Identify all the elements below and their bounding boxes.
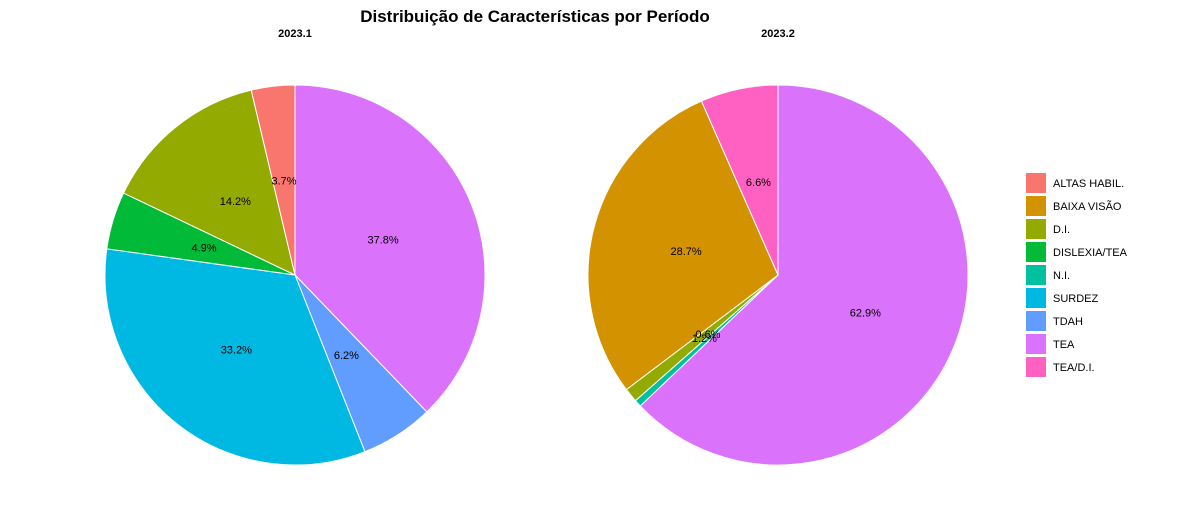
legend-swatch xyxy=(1026,173,1046,193)
slice-label: 14.2% xyxy=(220,196,251,208)
legend-label: BAIXA VISÃO xyxy=(1053,200,1122,213)
slice-label: 1.2% xyxy=(692,333,717,345)
slice-label: 3.7% xyxy=(271,176,296,188)
pie-slice xyxy=(250,84,296,276)
pie-slice xyxy=(294,84,486,413)
legend-swatch xyxy=(1026,288,1046,308)
legend-label: DISLEXIA/TEA xyxy=(1053,247,1128,259)
chart-title: Distribuição de Características por Perí… xyxy=(360,7,710,26)
facet-title: 2023.2 xyxy=(761,28,795,40)
legend-swatch xyxy=(1026,265,1046,285)
legend-swatch xyxy=(1026,196,1046,216)
slice-label: 6.2% xyxy=(334,350,359,362)
facet-title: 2023.1 xyxy=(278,28,312,40)
pie-slice xyxy=(639,84,969,466)
slice-label: 33.2% xyxy=(221,345,252,357)
pie-slice xyxy=(587,100,779,391)
legend-swatch xyxy=(1026,334,1046,354)
legend-label: TEA/D.I. xyxy=(1053,362,1095,374)
legend-label: D.I. xyxy=(1053,224,1070,236)
slice-label: 0.6% xyxy=(695,329,720,341)
legend-swatch xyxy=(1026,357,1046,377)
legend-swatch xyxy=(1026,242,1046,262)
pie-slice xyxy=(104,248,366,466)
legend-label: TEA xyxy=(1053,339,1075,351)
pie-facets: 2023.1 37.8% 6.2% 33.2% 4.9% 14.2% 3.7% 2023.2 6… xyxy=(104,28,969,466)
legend-label: N.I. xyxy=(1053,270,1070,282)
legend-label: ALTAS HABIL. xyxy=(1053,178,1124,190)
legend-swatch xyxy=(1026,311,1046,331)
slice-label: 6.6% xyxy=(746,177,771,189)
legend-swatch xyxy=(1026,219,1046,239)
legend: ALTAS HABIL. BAIXA VISÃO D.I. DISLEXIA/TEA N… xyxy=(1026,173,1128,377)
legend-label: TDAH xyxy=(1053,316,1083,328)
pie-slice xyxy=(122,89,296,276)
pie-slice xyxy=(700,84,779,276)
legend-label: SURDEZ xyxy=(1053,293,1099,305)
pie-2023-2: 2023.2 62.9% 0.6%1.2% 28.7% 6.6% xyxy=(587,28,969,466)
pie-2023-1: 2023.1 37.8% 6.2% 33.2% 4.9% 14.2% 3.7% xyxy=(104,28,486,466)
slice-label: 4.9% xyxy=(191,243,216,255)
slice-label: 37.8% xyxy=(368,234,399,246)
slice-label: 28.7% xyxy=(670,246,701,258)
slice-label: 62.9% xyxy=(850,307,881,319)
